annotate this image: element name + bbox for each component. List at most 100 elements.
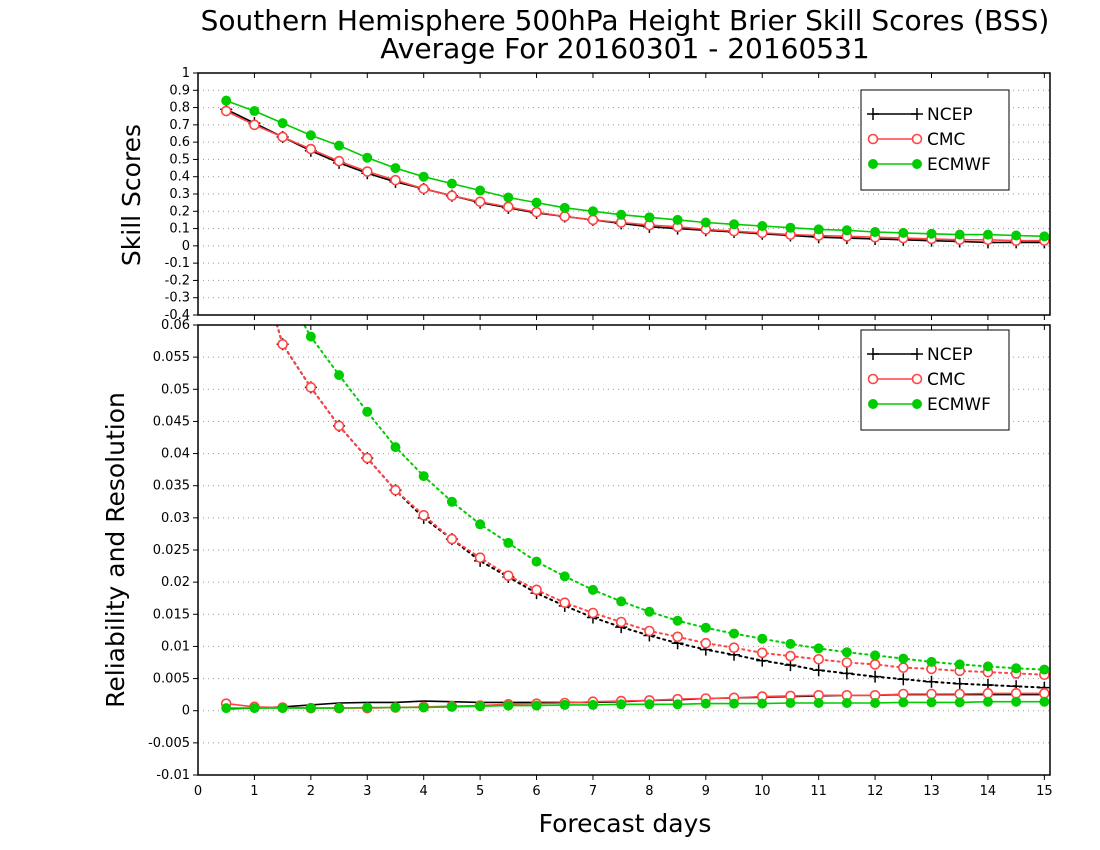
top-point-ecmwf: [954, 229, 965, 240]
top-point-cmc: [220, 105, 232, 117]
top-point-cmc: [474, 196, 486, 208]
bottom-legend-marker-ncep: [867, 348, 879, 360]
bottom-x-tick-label: 2: [307, 784, 315, 799]
top-legend-box: [860, 89, 1010, 191]
top-point-ecmwf: [757, 220, 768, 231]
top-point-ecmwf: [249, 106, 260, 117]
bottom-point-cmc: [1010, 688, 1022, 699]
bottom-point-ecmwf: [813, 698, 824, 708]
bottom-point-ecmwf: [870, 650, 881, 661]
top-y-tick-label: 0.7: [169, 118, 190, 133]
top-point-ecmwf: [277, 118, 288, 129]
bottom-point-cmc: [333, 420, 345, 432]
bottom-y-tick-label: -0.01: [156, 768, 190, 783]
bottom-point-ecmwf: [446, 496, 457, 507]
bottom-point-ecmwf: [813, 643, 824, 654]
top-y-tick-label: 0.5: [169, 152, 190, 167]
bottom-point-cmc: [813, 653, 824, 665]
bottom-point-cmc: [503, 570, 514, 582]
bottom-y-tick-label: 0.035: [153, 479, 190, 494]
bottom-legend-label-ncep: NCEP: [927, 345, 973, 365]
bottom-x-tick-label: 7: [589, 784, 597, 799]
bottom-point-cmc: [305, 382, 317, 393]
bottom-point-cmc: [277, 338, 288, 350]
top-y-tick-label: 0.2: [169, 204, 190, 219]
top-point-ecmwf: [390, 163, 401, 174]
bottom-point-ecmwf: [870, 698, 881, 708]
top-point-ecmwf: [813, 224, 824, 235]
top-point-ecmwf: [644, 212, 655, 223]
bottom-point-ncep: [869, 670, 882, 683]
top-legend-label-ecmwf: ECMWF: [927, 155, 991, 175]
bottom-point-ecmwf: [559, 571, 570, 582]
top-point-ecmwf: [503, 192, 514, 203]
bottom-point-cmc: [756, 647, 768, 659]
top-point-cmc: [390, 174, 401, 186]
top-y-tick-label: 0: [182, 239, 190, 254]
bottom-point-ecmwf: [587, 699, 598, 710]
top-point-cmc: [305, 143, 317, 155]
bottom-x-tick-label: 4: [420, 784, 428, 799]
top-point-ecmwf: [616, 209, 627, 220]
bottom-point-cmc: [559, 597, 571, 609]
bottom-y-tick-label: 0.005: [153, 672, 190, 687]
top-point-ecmwf: [700, 217, 711, 228]
bottom-point-cmc: [841, 657, 853, 668]
top-point-ecmwf: [362, 152, 373, 163]
top-series-group: [220, 95, 1050, 249]
bottom-point-ecmwf: [785, 638, 796, 649]
bottom-x-tick-label: 14: [980, 784, 997, 799]
bottom-x-tick-label: 13: [923, 784, 940, 799]
bottom-point-ecmwf: [475, 519, 486, 530]
bottom-point-ecmwf: [982, 696, 993, 707]
bottom-point-ncep: [953, 677, 966, 690]
top-point-cmc: [503, 201, 514, 213]
top-y-tick-label: -0.4: [165, 308, 190, 323]
bottom-point-cmc: [897, 662, 909, 673]
bottom-legend-box: [860, 329, 1010, 431]
bottom-panel: -0.01 -0.005 0 0.005 0.01 0.015 0.02 0.025 0.03 0…: [148, 318, 1053, 799]
bottom-legend-marker-ncep: [911, 348, 923, 360]
top-point-ecmwf: [587, 206, 598, 217]
top-point-ecmwf: [672, 214, 683, 225]
bottom-point-ecmwf: [757, 633, 768, 644]
bottom-point-ecmwf: [898, 697, 909, 708]
top-y-tick-label: 0.9: [169, 83, 190, 98]
top-y-tick-label: 0.4: [169, 170, 190, 185]
bottom-point-ecmwf: [700, 698, 711, 709]
top-y-tick-label: -0.1: [165, 256, 190, 271]
top-point-cmc: [249, 119, 260, 131]
top-point-cmc: [587, 214, 599, 226]
bottom-point-ecmwf: [503, 537, 514, 548]
top-point-ecmwf: [334, 140, 345, 151]
bottom-point-ecmwf: [616, 699, 627, 710]
bottom-point-ecmwf: [644, 699, 655, 710]
bottom-point-ecmwf: [418, 471, 429, 482]
bottom-point-ecmwf: [418, 702, 429, 713]
bottom-x-tick-label: 1: [250, 784, 258, 799]
top-legend-label-cmc: CMC: [927, 130, 965, 150]
top-point-ecmwf: [559, 202, 570, 213]
bottom-y-tick-label: 0.01: [161, 639, 190, 654]
bottom-point-ecmwf: [587, 584, 598, 595]
top-legend-marker-ncep: [867, 108, 879, 120]
bottom-series-line-cmc: [275, 325, 1046, 676]
top-y-tick-label: 0.3: [169, 187, 190, 202]
bottom-point-ecmwf: [305, 331, 316, 342]
bottom-point-cmc: [672, 631, 683, 643]
top-point-cmc: [531, 206, 542, 218]
top-point-ecmwf: [1039, 231, 1050, 242]
bottom-point-cmc: [785, 650, 796, 662]
bottom-point-ecmwf: [616, 596, 627, 607]
bottom-point-ncep: [812, 664, 825, 677]
bottom-point-ecmwf: [982, 661, 993, 672]
top-point-cmc: [559, 211, 571, 222]
x-axis-label: Forecast days: [539, 809, 712, 838]
top-legend-marker-ecmwf: [868, 159, 878, 169]
top-panel: -0.4 -0.3 -0.2 -0.1 0 0.1 0.2 0.3 0.4 0.5 0.6 0.7 0.…: [165, 66, 1051, 323]
bottom-point-ecmwf: [221, 703, 232, 714]
top-point-ecmwf: [418, 171, 429, 182]
top-y-tick-label: -0.3: [165, 291, 190, 306]
bottom-point-ecmwf: [305, 703, 316, 714]
